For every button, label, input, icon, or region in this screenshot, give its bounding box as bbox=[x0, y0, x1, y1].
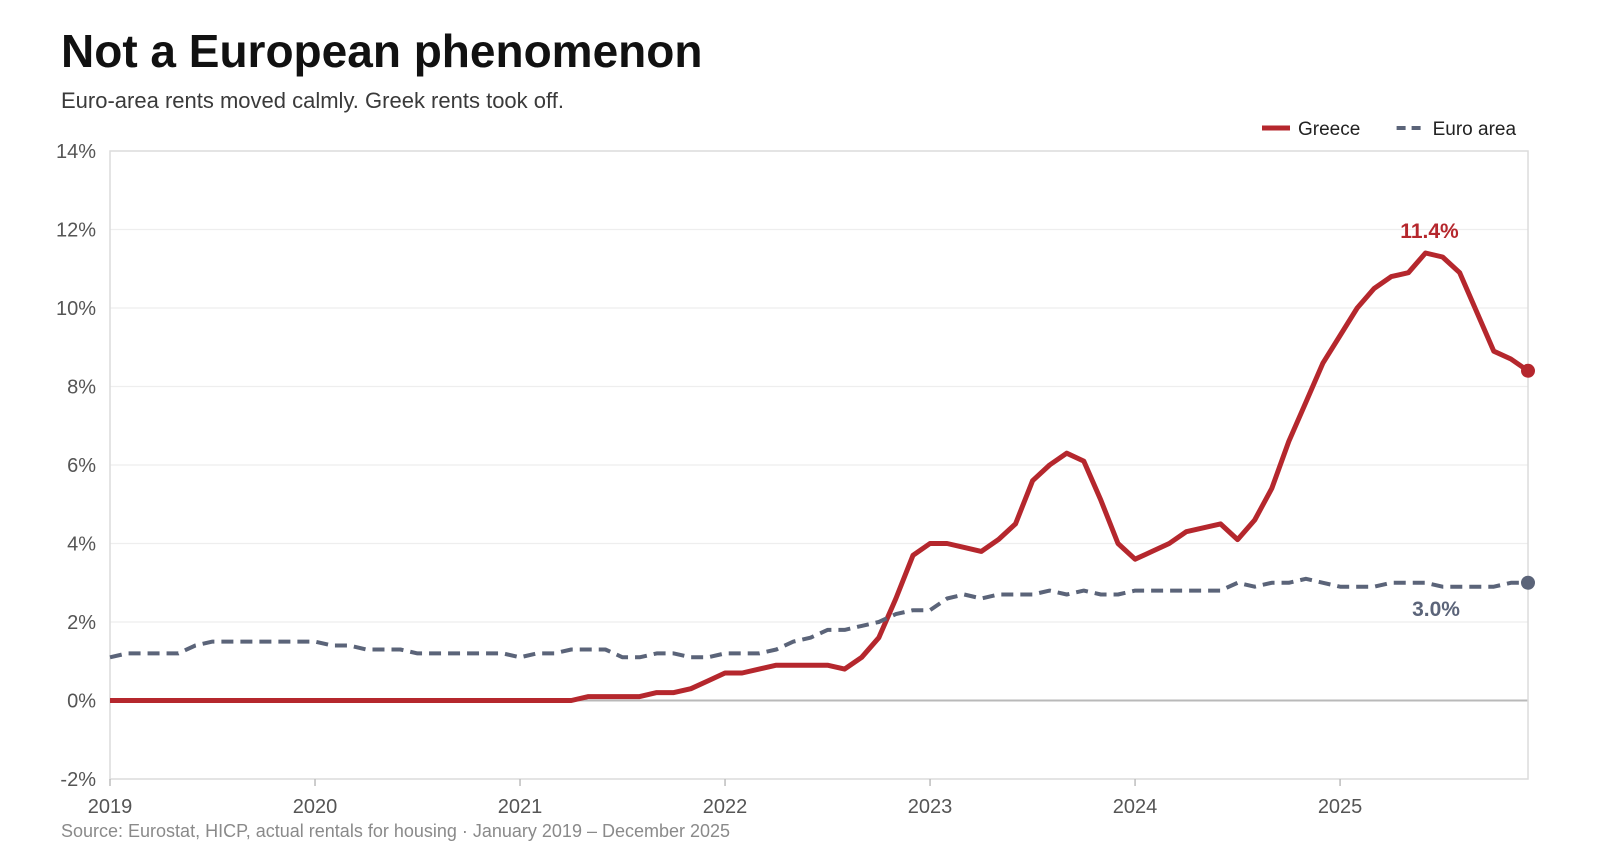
x-tick-label: 2022 bbox=[703, 796, 748, 818]
source-note: Source: Eurostat, HICP, actual rentals f… bbox=[61, 821, 731, 841]
y-tick-label: 2% bbox=[67, 612, 96, 634]
y-tick-label: 12% bbox=[56, 220, 96, 242]
end-marker-euro-area bbox=[1521, 575, 1535, 590]
y-tick-label: -2% bbox=[60, 769, 96, 791]
x-axis-ticks: 2019 2020 2021 2022 2023 2024 2025 bbox=[88, 796, 1363, 818]
legend-label-greece: Greece bbox=[1298, 119, 1360, 140]
end-marker-greece bbox=[1521, 363, 1535, 378]
annotations: 11.4% 3.0% bbox=[1400, 220, 1460, 621]
axes bbox=[109, 150, 1529, 786]
y-tick-label: 8% bbox=[67, 377, 96, 399]
y-tick-label: 4% bbox=[67, 534, 96, 556]
x-tick-label: 2025 bbox=[1318, 796, 1363, 818]
series-line-euro-area bbox=[109, 576, 1528, 660]
chart-title: Not a European phenomenon bbox=[61, 25, 703, 77]
annotation-label: 3.0% bbox=[1412, 598, 1460, 621]
annotation-label: 11.4% bbox=[1400, 220, 1459, 243]
gridlines bbox=[110, 150, 1528, 780]
y-tick-label: 10% bbox=[56, 298, 96, 320]
series-lines bbox=[109, 250, 1535, 703]
x-tick-label: 2021 bbox=[498, 796, 543, 818]
plot-frame bbox=[109, 150, 1529, 780]
legend-label-euro-area: Euro area bbox=[1433, 119, 1517, 140]
x-tick-label: 2023 bbox=[908, 796, 953, 818]
x-tick-label: 2019 bbox=[88, 796, 133, 818]
y-axis-ticks: -2% 0% 2% 4% 6% 8% 10% 12% 14% bbox=[56, 141, 96, 791]
legend: Euro area Greece bbox=[1262, 119, 1516, 140]
x-tick-label: 2020 bbox=[293, 796, 338, 818]
chart-subtitle: Euro-area rents moved calmly. Greek rent… bbox=[61, 88, 564, 113]
y-tick-label: 6% bbox=[67, 455, 96, 477]
y-tick-label: 0% bbox=[67, 691, 96, 713]
series-line-greece bbox=[110, 250, 1530, 703]
x-tick-label: 2024 bbox=[1113, 796, 1158, 818]
y-tick-label: 14% bbox=[56, 141, 96, 163]
